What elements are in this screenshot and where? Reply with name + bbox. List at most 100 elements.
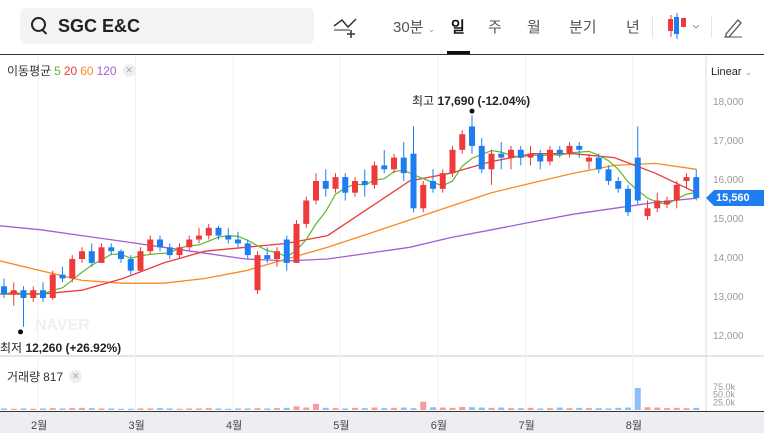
volume-bar — [127, 408, 134, 410]
close-icon[interactable]: ✕ — [122, 64, 136, 77]
x-tick-label: 4월 — [226, 420, 243, 432]
candle-body — [176, 247, 183, 256]
candle-body — [673, 184, 680, 201]
volume-bar — [225, 408, 232, 410]
low-marker — [18, 329, 23, 335]
candle-body — [527, 153, 534, 158]
candle-body — [293, 223, 300, 263]
x-axis[interactable]: 2월 3월 4월 5월 6월 7월 8월 — [0, 411, 764, 433]
candle-body — [352, 181, 358, 193]
candle-body — [634, 157, 641, 201]
naver-financial-watermark: NAVER — [35, 317, 90, 334]
candle-body — [586, 157, 592, 162]
divider — [711, 16, 712, 38]
candle-body — [303, 200, 310, 224]
volume-bar — [157, 408, 163, 410]
search-input[interactable]: SGC E&C — [58, 15, 141, 36]
search-box[interactable]: SGC E&C — [20, 8, 314, 44]
candle-body — [322, 181, 329, 189]
candle-body — [488, 153, 495, 170]
candle-body — [283, 239, 290, 263]
tab-week[interactable]: 주 — [488, 19, 502, 36]
volume-bar — [625, 407, 631, 410]
candle-body — [157, 239, 163, 248]
candle-body — [147, 239, 154, 252]
ma60-line — [0, 162, 697, 284]
candle-body — [20, 290, 27, 298]
volume-bar — [517, 408, 524, 410]
candle-body — [127, 259, 134, 271]
volume-bar — [176, 408, 183, 410]
candle-body — [1, 286, 7, 295]
volume-bar — [498, 407, 505, 410]
interval-dropdown[interactable]: 30분 ⌄ — [393, 16, 435, 37]
candle-body — [420, 184, 427, 209]
volume-bar — [478, 407, 485, 410]
candle-body — [225, 235, 232, 240]
candle-body — [595, 157, 602, 170]
ma60-label: 60 — [80, 63, 94, 78]
volume-bar — [644, 407, 651, 410]
volume-bar — [488, 407, 495, 410]
candle-body — [313, 181, 319, 201]
candle-body — [556, 149, 563, 154]
y-tick-label: 16,000 — [713, 175, 744, 186]
active-tab-indicator — [447, 51, 470, 54]
tab-day[interactable]: 일 — [451, 19, 465, 36]
volume-bar — [556, 407, 563, 410]
x-tick-label: 5월 — [333, 420, 350, 432]
candle-body — [381, 165, 388, 170]
candle-body — [108, 247, 115, 252]
volume-bar — [508, 408, 514, 410]
volume-bar — [673, 407, 680, 410]
volume-bar — [88, 408, 95, 410]
candle-body — [400, 157, 407, 174]
candle-body — [605, 169, 612, 181]
volume-bar — [322, 407, 329, 410]
ma120-line — [0, 197, 697, 262]
x-tick-label: 8월 — [625, 420, 642, 432]
y-tick-label: 17,000 — [713, 136, 744, 147]
ma120-label: 120 — [96, 63, 117, 78]
candle-body — [547, 149, 553, 162]
tab-year[interactable]: 년 — [626, 19, 640, 36]
interval-label: 30분 — [393, 19, 424, 36]
ma-legend-label: 이동평균 — [7, 64, 52, 78]
volume-label: 거래량 — [7, 370, 41, 384]
candle-body — [137, 251, 144, 271]
volume-bar — [381, 408, 388, 410]
volume-bar — [186, 408, 193, 410]
volume-legend: 거래량 817 ✕ — [7, 368, 83, 385]
volume-bar — [196, 408, 202, 410]
y-tick-label: 13,000 — [713, 292, 744, 303]
volume-bar — [215, 408, 222, 410]
candle-body — [69, 259, 76, 279]
volume-bar — [10, 408, 17, 410]
volume-bar — [664, 408, 670, 410]
candle-body — [566, 145, 573, 154]
candle-body — [196, 235, 202, 240]
candle-body — [49, 274, 56, 298]
high-annotation: 최고 17,690 (-12.04%) — [412, 92, 530, 109]
candle-body — [166, 247, 173, 256]
candle-body — [254, 255, 261, 291]
volume-bar — [293, 406, 300, 410]
candle-body — [654, 200, 661, 209]
high-label: 최고 — [412, 94, 435, 108]
tab-month[interactable]: 월 — [527, 19, 541, 36]
volume-bar — [547, 408, 553, 410]
close-icon[interactable]: ✕ — [69, 370, 83, 383]
volume-bar — [430, 407, 436, 410]
scale-mode-label: Linear — [711, 66, 742, 78]
tab-quarter[interactable]: 분기 — [569, 19, 597, 36]
volume-bar — [342, 408, 349, 410]
volume-bar — [693, 407, 700, 410]
scale-mode-dropdown[interactable]: Linear ⌄ — [711, 66, 752, 78]
candle-body — [449, 149, 456, 174]
candle-body — [235, 239, 241, 244]
volume-bar — [566, 408, 573, 410]
volume-bar — [352, 407, 358, 410]
candle-body — [205, 227, 212, 236]
volume-bar — [439, 407, 446, 410]
